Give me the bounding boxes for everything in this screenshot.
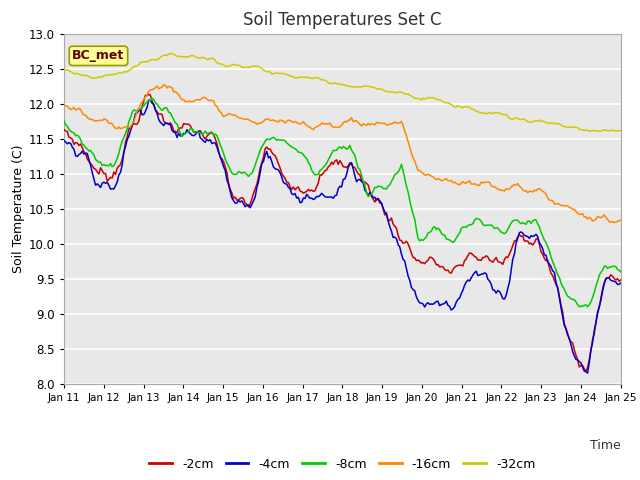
Legend: -2cm, -4cm, -8cm, -16cm, -32cm: -2cm, -4cm, -8cm, -16cm, -32cm bbox=[145, 453, 540, 476]
Y-axis label: Soil Temperature (C): Soil Temperature (C) bbox=[12, 144, 25, 273]
Title: Soil Temperatures Set C: Soil Temperatures Set C bbox=[243, 11, 442, 29]
Text: Time: Time bbox=[590, 439, 621, 452]
Text: BC_met: BC_met bbox=[72, 49, 125, 62]
